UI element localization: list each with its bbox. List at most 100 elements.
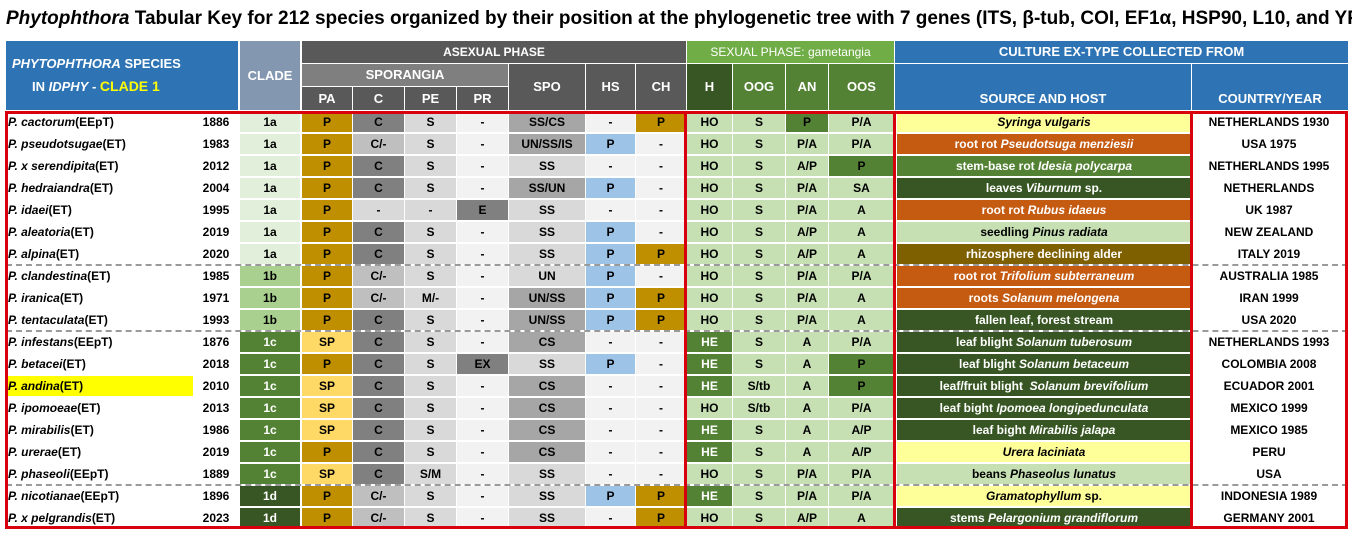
source-host-value: stem-base rot Idesia polycarpa: [897, 156, 1191, 176]
pe-value: S: [405, 376, 456, 396]
ch-value: -: [636, 332, 686, 352]
clade-value: 1c: [240, 376, 300, 396]
oog-value: S: [733, 310, 785, 330]
oos-value: P/A: [829, 112, 894, 132]
source-host-value: Urera laciniata: [897, 442, 1191, 462]
country-year-value: NETHERLANDS 1995: [1194, 156, 1344, 176]
species-name: P. andina (ET): [6, 376, 193, 396]
pa-value: SP: [302, 398, 352, 418]
clade-value: 1a: [240, 112, 300, 132]
host-species: Rubus idaeus: [1027, 203, 1107, 217]
type-tag: (ET): [59, 291, 84, 305]
species-binomial: P. cactorum: [8, 115, 76, 129]
pa-value: P: [302, 508, 352, 528]
country-year-value: MEXICO 1985: [1194, 420, 1344, 440]
species-name: P. urerae (ET): [6, 442, 193, 462]
hs-value: -: [586, 200, 635, 220]
host-species: Ipomoea longipedunculata: [996, 401, 1149, 415]
pa-value: SP: [302, 420, 352, 440]
year-value: 1886: [194, 112, 238, 132]
pe-value: S: [405, 508, 456, 528]
col-header-oog: OOG: [733, 64, 785, 110]
species-binomial: P. betacei: [8, 357, 63, 371]
country-year-value: ITALY 2019: [1194, 244, 1344, 264]
table-row: P. mirabilis (ET) 1986 1c SP C S - CS - - HE S A A/P l…: [0, 419, 1352, 441]
source-suffix: sp.: [1081, 181, 1103, 195]
h-value: HO: [687, 200, 732, 220]
pr-value: EX: [457, 354, 508, 374]
pr-value: -: [457, 156, 508, 176]
table-row: P. iranica (ET) 1971 1b P C/- M/- - UN/SS P P HO S P…: [0, 287, 1352, 309]
hs-value: P: [586, 222, 635, 242]
country-year-value: USA: [1194, 464, 1344, 484]
pr-value: -: [457, 288, 508, 308]
pa-value: P: [302, 222, 352, 242]
country-year-value: COLOMBIA 2008: [1194, 354, 1344, 374]
source-host-header: SOURCE AND HOST: [895, 64, 1191, 110]
pe-value: S: [405, 354, 456, 374]
hs-value: P: [586, 354, 635, 374]
year-value: 1985: [194, 266, 238, 286]
an-value: P/A: [786, 310, 828, 330]
type-tag: (EEpT): [73, 335, 113, 349]
source-host-value: seedling Pinus radiata: [897, 222, 1191, 242]
col-header-ch: CH: [636, 64, 686, 110]
ch-value: -: [636, 134, 686, 154]
c-value: C/-: [353, 266, 404, 286]
pa-value: P: [302, 310, 352, 330]
h-value: HO: [687, 244, 732, 264]
country-year-value: PERU: [1194, 442, 1344, 462]
pr-value: -: [457, 112, 508, 132]
source-text: fallen leaf, forest stream: [974, 313, 1114, 327]
pr-value: -: [457, 508, 508, 528]
pr-value: -: [457, 398, 508, 418]
hs-value: -: [586, 398, 635, 418]
oos-value: A/P: [829, 442, 894, 462]
species-name: P. hedraiandra (ET): [6, 178, 193, 198]
pa-value: SP: [302, 376, 352, 396]
source-host-value: stems Pelargonium grandiflorum: [897, 508, 1191, 528]
c-value: C/-: [353, 134, 404, 154]
host-species: Solanum betaceum: [1018, 357, 1130, 371]
table-row: P. ipomoeae (ET) 2013 1c SP C S - CS - - HO S/tb A P/…: [0, 397, 1352, 419]
type-tag: (ET): [89, 181, 114, 195]
oog-value: S: [733, 288, 785, 308]
hs-value: P: [586, 310, 635, 330]
ch-value: -: [636, 376, 686, 396]
hs-value: P: [586, 486, 635, 506]
source-host-value: root rot Trifolium subterraneum: [897, 266, 1191, 286]
source-text: leaf bight: [939, 401, 997, 415]
col-header-hs: HS: [586, 64, 635, 110]
clade-value: 1c: [240, 464, 300, 484]
country-year-value: GERMANY 2001: [1194, 508, 1344, 528]
table-row: P. tentaculata (ET) 1993 1b P C S - UN/SS P P HO S P…: [0, 309, 1352, 331]
source-text: leaf/fruit blight: [939, 379, 1030, 393]
spo-value: SS: [509, 222, 585, 242]
pr-value: -: [457, 244, 508, 264]
pr-value: E: [457, 200, 508, 220]
year-value: 1986: [194, 420, 238, 440]
type-tag: (ET): [55, 247, 80, 261]
host-species: Trifolium subterraneum: [999, 269, 1135, 283]
sporangia-header: SPORANGIA: [302, 64, 508, 86]
host-species: Syringa vulgaris: [997, 115, 1091, 129]
ch-value: -: [636, 178, 686, 198]
year-value: 2019: [194, 442, 238, 462]
type-tag: (EEpT): [69, 467, 109, 481]
year-value: 1896: [194, 486, 238, 506]
pr-value: -: [457, 486, 508, 506]
hs-value: P: [586, 134, 635, 154]
country-year-value: INDONESIA 1989: [1194, 486, 1344, 506]
species-header-genus: PHYTOPHTHORA: [12, 56, 121, 72]
species-name: P. alpina (ET): [6, 244, 193, 264]
col-header-c: C: [353, 87, 404, 110]
clade-value: 1c: [240, 398, 300, 418]
c-value: C: [353, 376, 404, 396]
spo-value: CS: [509, 398, 585, 418]
hs-value: -: [586, 112, 635, 132]
year-value: 2023: [194, 508, 238, 528]
spo-value: CS: [509, 376, 585, 396]
pr-value: -: [457, 376, 508, 396]
pe-value: S: [405, 156, 456, 176]
